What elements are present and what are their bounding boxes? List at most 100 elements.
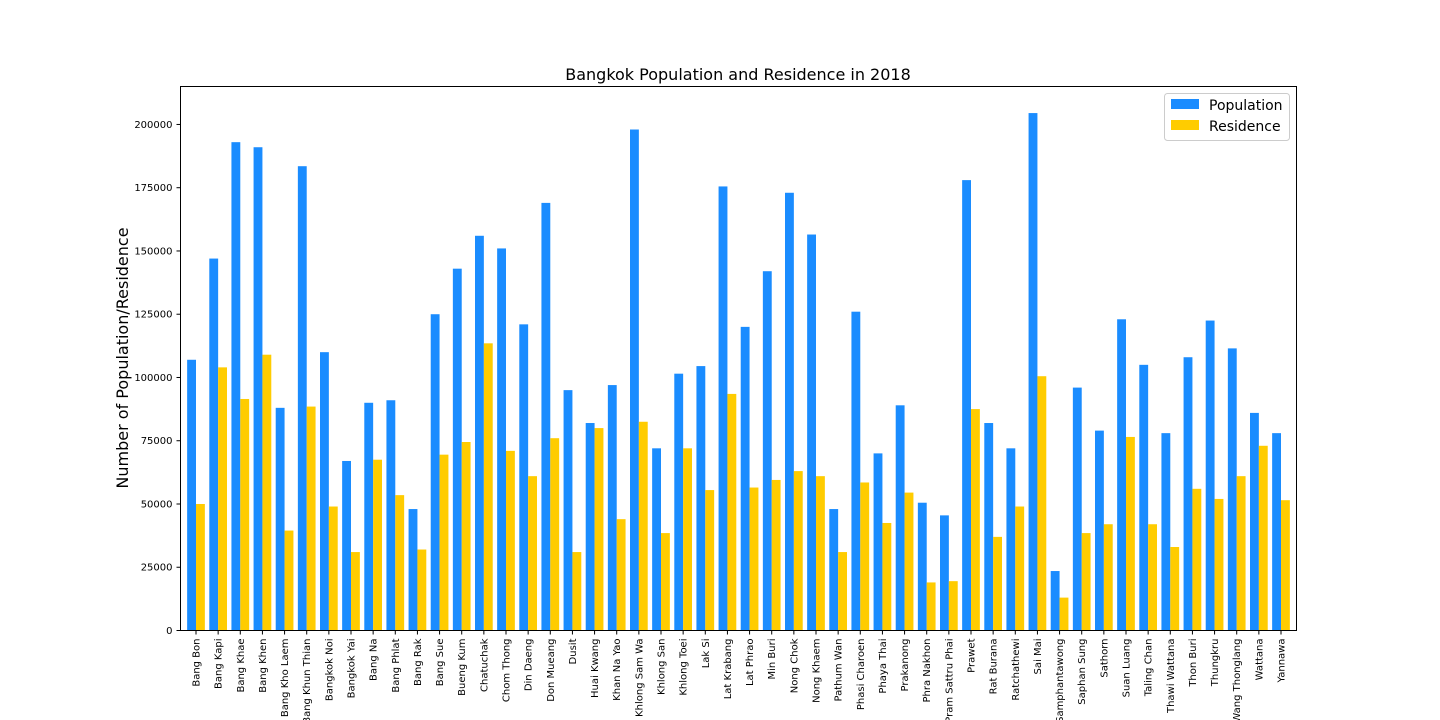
bar-population-chom-thong (497, 248, 506, 631)
x-tick-label-lat-krabang: Lat Krabang (723, 639, 734, 700)
bar-population-min-buri (762, 271, 772, 631)
bar-residence-bang-bon (196, 503, 205, 631)
y-tick-label-200000: 200000 (134, 120, 172, 131)
bar-population-bang-bon (187, 359, 196, 631)
x-tick-label-suan-luang: Suan Luang (1122, 639, 1133, 698)
bar-population-wattana (1250, 412, 1259, 631)
legend-label-population: Population (1209, 98, 1283, 114)
bar-residence-min-buri (771, 479, 781, 631)
bar-residence-wattana (1258, 445, 1268, 631)
y-axis-ticks: 0 25000 50000 75000 100000 125000 150000 175000… (134, 120, 181, 637)
bar-population-bang-phlat (386, 400, 396, 631)
bar-population-bang-kho-laem (275, 407, 285, 631)
bar-population-bang-rak (408, 509, 418, 631)
bar-residence-khlong-san (661, 533, 670, 631)
bar-population-huai-kwang (585, 423, 595, 631)
bar-residence-phasi-charoen (860, 482, 870, 631)
y-axis-label: Number of Population/Residence (113, 227, 132, 488)
bar-residence-bangkok-noi (328, 506, 338, 631)
bar-population-yannawa (1272, 433, 1281, 631)
x-tick-label-saphan-sung: Saphan Sung (1077, 639, 1088, 705)
bar-population-thawi-wattana (1161, 433, 1171, 631)
bar-residence-sai-mai (1037, 376, 1047, 631)
bar-population-bang-khae (231, 142, 241, 631)
x-tick-label-yannawa: Yannawa (1277, 639, 1288, 684)
x-tick-label-sathorn: Sathorn (1099, 639, 1110, 678)
x-tick-label-wattana: Wattana (1254, 639, 1265, 681)
x-tick-label-ratchathewi: Ratchathewi (1011, 639, 1022, 701)
bar-population-bang-sue (430, 314, 440, 631)
bar-population-dusit (563, 390, 573, 631)
bar-residence-bang-khen (262, 354, 272, 631)
bar-population-thungkru (1205, 320, 1215, 631)
legend-label-residence: Residence (1209, 119, 1281, 135)
x-tick-label-lak-si: Lak Si (701, 639, 712, 669)
bar-population-bang-khen (253, 147, 263, 631)
y-tick-label-75000: 75000 (141, 436, 173, 447)
bar-population-sathorn (1095, 430, 1104, 631)
x-tick-label-thon-buri: Thon Buri (1188, 639, 1199, 688)
y-tick-label-150000: 150000 (134, 246, 172, 257)
x-tick-label-bang-bon: Bang Bon (192, 639, 203, 687)
x-tick-label-wang-thonglang: Wang Thonglang (1232, 639, 1243, 720)
bar-residence-don-mueang (550, 438, 560, 631)
bar-population-bangkok-yai (342, 460, 351, 631)
x-tick-label-bang-rak: Bang Rak (413, 638, 424, 686)
bar-residence-bang-na (373, 459, 382, 631)
bar-population-bang-khun-thian (297, 166, 307, 631)
legend-swatch-residence (1171, 120, 1199, 130)
y-tick-label-50000: 50000 (141, 499, 173, 510)
bar-residence-bang-khun-thian (306, 406, 316, 631)
bar-residence-phaya-thai (882, 522, 892, 631)
bar-population-prawet (962, 180, 971, 631)
x-tick-label-phaya-thai: Phaya Thai (878, 639, 889, 694)
bar-population-saphan-sung (1072, 387, 1082, 631)
y-tick-label-25000: 25000 (141, 563, 173, 574)
bar-residence-taling-chan (1148, 524, 1157, 631)
bar-residence-bang-phlat (395, 495, 405, 631)
bar-population-phasi-charoen (851, 311, 861, 631)
bar-population-nong-khaem (807, 234, 816, 631)
x-tick-label-don-mueang: Don Mueang (546, 639, 557, 702)
bar-residence-khan-na-yao (616, 519, 626, 631)
bar-residence-suan-luang (1126, 436, 1135, 631)
x-axis-ticks: Bang Bon Bang Kapi Bang Khae Bang Khen Bang … (192, 630, 1288, 720)
y-tick-label-0: 0 (166, 626, 172, 637)
x-tick-label-pathum-wan: Pathum Wan (834, 639, 845, 702)
x-tick-label-bangkok-noi: Bangkok Noi (324, 639, 335, 702)
bar-residence-prawet (971, 409, 980, 631)
bar-residence-samphantawong (1059, 597, 1069, 631)
bar-residence-bueng-kum (461, 442, 471, 631)
x-tick-label-nong-chok: Nong Chok (789, 638, 800, 693)
bar-residence-dusit (572, 552, 582, 631)
x-tick-label-bang-khun-thian: Bang Khun Thian (302, 639, 313, 720)
bar-population-pram-sattru-phai (940, 515, 949, 631)
bar-population-lat-phrao (740, 326, 750, 631)
x-tick-label-prakanong: Prakanong (900, 639, 911, 692)
bar-residence-yannawa (1281, 500, 1290, 631)
bar-population-taling-chan (1139, 364, 1149, 631)
chart-title: Bangkok Population and Residence in 2018 (565, 65, 911, 84)
y-tick-label-125000: 125000 (134, 310, 172, 321)
bar-residence-lak-si (705, 490, 715, 631)
legend-swatch-population (1171, 99, 1199, 109)
x-tick-label-nong-khaem: Nong Khaem (812, 639, 823, 703)
bar-population-ratchathewi (1006, 448, 1016, 631)
bar-residence-pathum-wan (838, 552, 847, 631)
bar-population-pathum-wan (829, 509, 839, 631)
bar-residence-bang-kho-laem (284, 530, 294, 631)
bar-population-wang-thonglang (1227, 348, 1237, 631)
bar-population-bangkok-noi (320, 352, 329, 631)
bar-population-khlong-san (652, 448, 661, 631)
bar-residence-thungkru (1214, 498, 1224, 631)
bar-residence-prakanong (904, 492, 914, 631)
y-tick-label-100000: 100000 (134, 373, 172, 384)
bar-population-bang-na (364, 402, 374, 631)
bar-population-khan-na-yao (607, 385, 617, 631)
x-tick-label-din-daeng: Din Daeng (524, 639, 535, 692)
bar-residence-bang-sue (439, 454, 449, 631)
bar-residence-din-daeng (528, 476, 537, 631)
bar-residence-khlong-toei (683, 448, 692, 631)
x-tick-label-khlong-san: Khlong San (657, 639, 668, 695)
x-tick-label-bang-khae: Bang Khae (236, 639, 247, 693)
